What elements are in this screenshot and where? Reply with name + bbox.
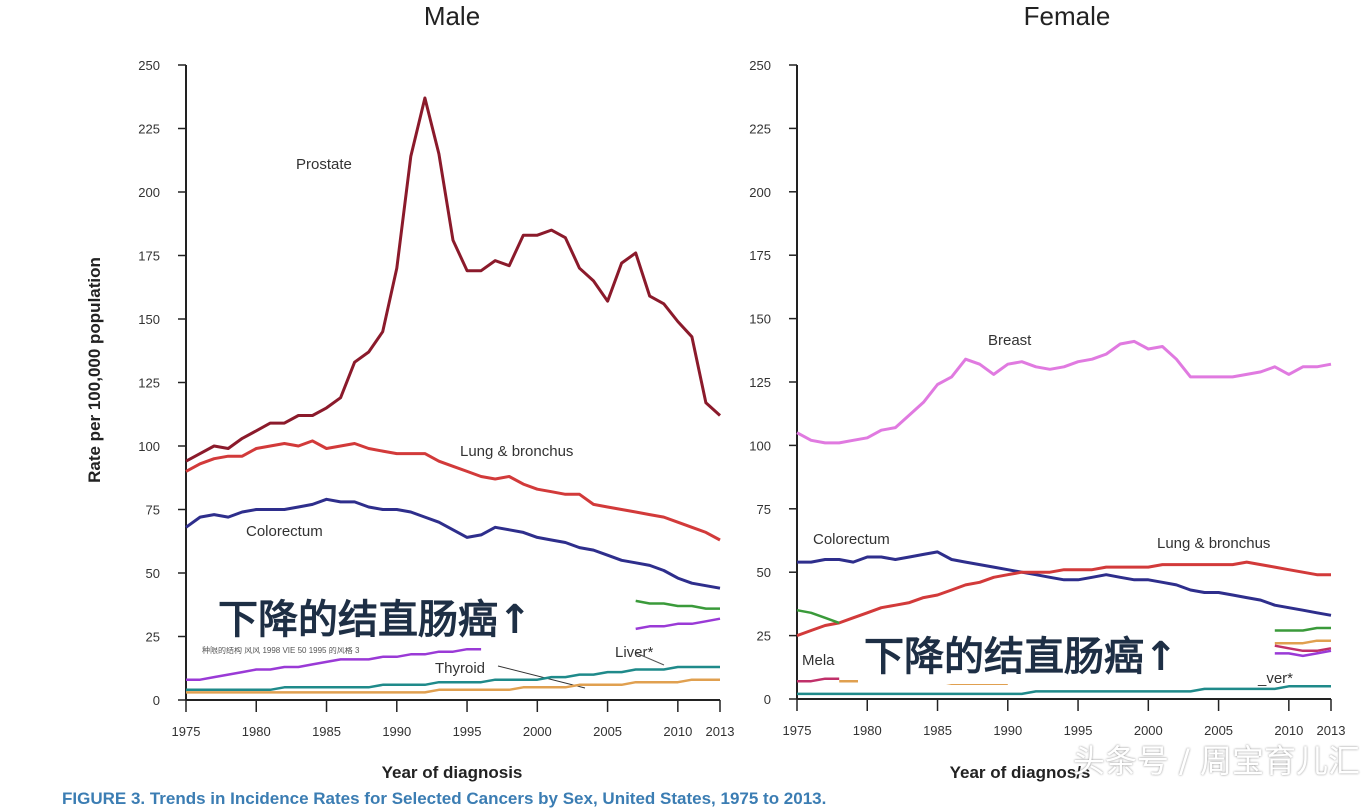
male-x-tick-label: 2013 (706, 724, 735, 739)
female-line-series-5 (1274, 649, 1332, 658)
female-x-tick-label: 1985 (923, 723, 952, 738)
label-female-colorectum: Colorectum (813, 531, 890, 548)
male-x-tick-label: 1975 (172, 724, 201, 739)
garbled-text: 种限的结构 风风 1998 VIE 50 1995 的风格 3 (202, 645, 360, 655)
female-line-breast (796, 339, 1332, 445)
female-line-colorectum (797, 550, 1332, 617)
male-x-axis-label: Year of diagnosis (382, 763, 523, 782)
male-x-tick-label: 2005 (593, 724, 622, 739)
label-melanoma: Mela (802, 652, 835, 669)
male-x-tick-label: 2010 (663, 724, 692, 739)
male-title: Male (424, 1, 480, 31)
female-x-tick-label: 2000 (1134, 723, 1163, 738)
female-x-tick-label: 1990 (993, 723, 1022, 738)
thyroid-pointer (497, 665, 586, 689)
male-y-tick-label: 25 (146, 630, 160, 645)
male-y-tick-label: 200 (138, 185, 160, 200)
male-x-tick-label: 2000 (523, 724, 552, 739)
female-x-tick-label: 2005 (1204, 723, 1233, 738)
male-line-series-3 (635, 599, 720, 610)
female-title: Female (1024, 1, 1111, 31)
label-breast: Breast (988, 332, 1032, 349)
female-y-tick-label: 25 (757, 629, 771, 644)
male-line-colorectum (185, 497, 721, 590)
female-y-tick-label: 100 (749, 438, 771, 453)
female-x-tick-label: 2010 (1274, 723, 1303, 738)
liver-pointer (635, 652, 665, 666)
female-x-tick-label: 1975 (783, 723, 812, 738)
male-x-tick-label: 1990 (382, 724, 411, 739)
overlay-annotation-female: 下降的结直肠癌↑ (858, 622, 1184, 684)
female-x-tick-label: 1980 (853, 723, 882, 738)
overlay-annotation-male: 下降的结直肠癌↑ (212, 585, 538, 647)
male-y-tick-label: 100 (138, 439, 160, 454)
label-prostate: Prostate (296, 156, 352, 173)
female-x-tick-label: 2013 (1317, 723, 1346, 738)
female-y-tick-label: 200 (749, 185, 771, 200)
male-line-prostate (185, 96, 722, 463)
female-y-tick-label: 50 (757, 565, 771, 580)
male-x-tick-label: 1980 (242, 724, 271, 739)
label-female-liver: _ver* (1257, 670, 1293, 687)
figure-caption: FIGURE 3. Trends in Incidence Rates for … (62, 789, 827, 808)
female-line-series-3 (796, 608, 1331, 632)
male-line-liver (186, 665, 720, 692)
female-y-tick-label: 250 (749, 58, 771, 73)
male-x-tick-label: 1985 (312, 724, 341, 739)
label-thyroid: Thyroid (435, 660, 485, 677)
male-y-tick-label: 225 (138, 122, 160, 137)
female-x-tick-label: 1995 (1064, 723, 1093, 738)
female-line-ver (797, 685, 1331, 696)
female-y-tick-label: 175 (749, 248, 771, 263)
male-line-series-4 (186, 617, 721, 681)
male-line-lung-bronchus (185, 439, 721, 542)
male-y-tick-label: 250 (138, 58, 160, 73)
male-x-tick-label: 1995 (453, 724, 482, 739)
female-line-lung-bronchus (796, 560, 1331, 638)
female-y-tick-label: 150 (749, 312, 771, 327)
male-y-tick-label: 50 (146, 566, 160, 581)
label-female-lung: Lung & bronchus (1157, 535, 1270, 552)
male-y-tick-label: 150 (138, 312, 160, 327)
male-y-tick-label: 125 (138, 376, 160, 391)
female-y-tick-label: 125 (749, 375, 771, 390)
male-y-tick-label: 175 (138, 249, 160, 264)
male-y-tick-label: 0 (153, 693, 160, 708)
male-line-thyroid (186, 678, 720, 694)
label-male-lung: Lung & bronchus (460, 443, 573, 460)
label-male-colorectum: Colorectum (246, 523, 323, 540)
female-y-tick-label: 0 (764, 692, 771, 707)
female-line-mela (797, 644, 1332, 683)
female-x-axis-label: Year of diagnos/s (950, 763, 1091, 782)
female-y-tick-label: 75 (757, 502, 771, 517)
female-y-tick-label: 225 (749, 121, 771, 136)
male-y-tick-label: 75 (146, 503, 160, 518)
y-axis-label: Rate per 100,000 population (85, 257, 104, 483)
watermark: 头条号 / 周宝育儿汇 (1072, 742, 1360, 780)
